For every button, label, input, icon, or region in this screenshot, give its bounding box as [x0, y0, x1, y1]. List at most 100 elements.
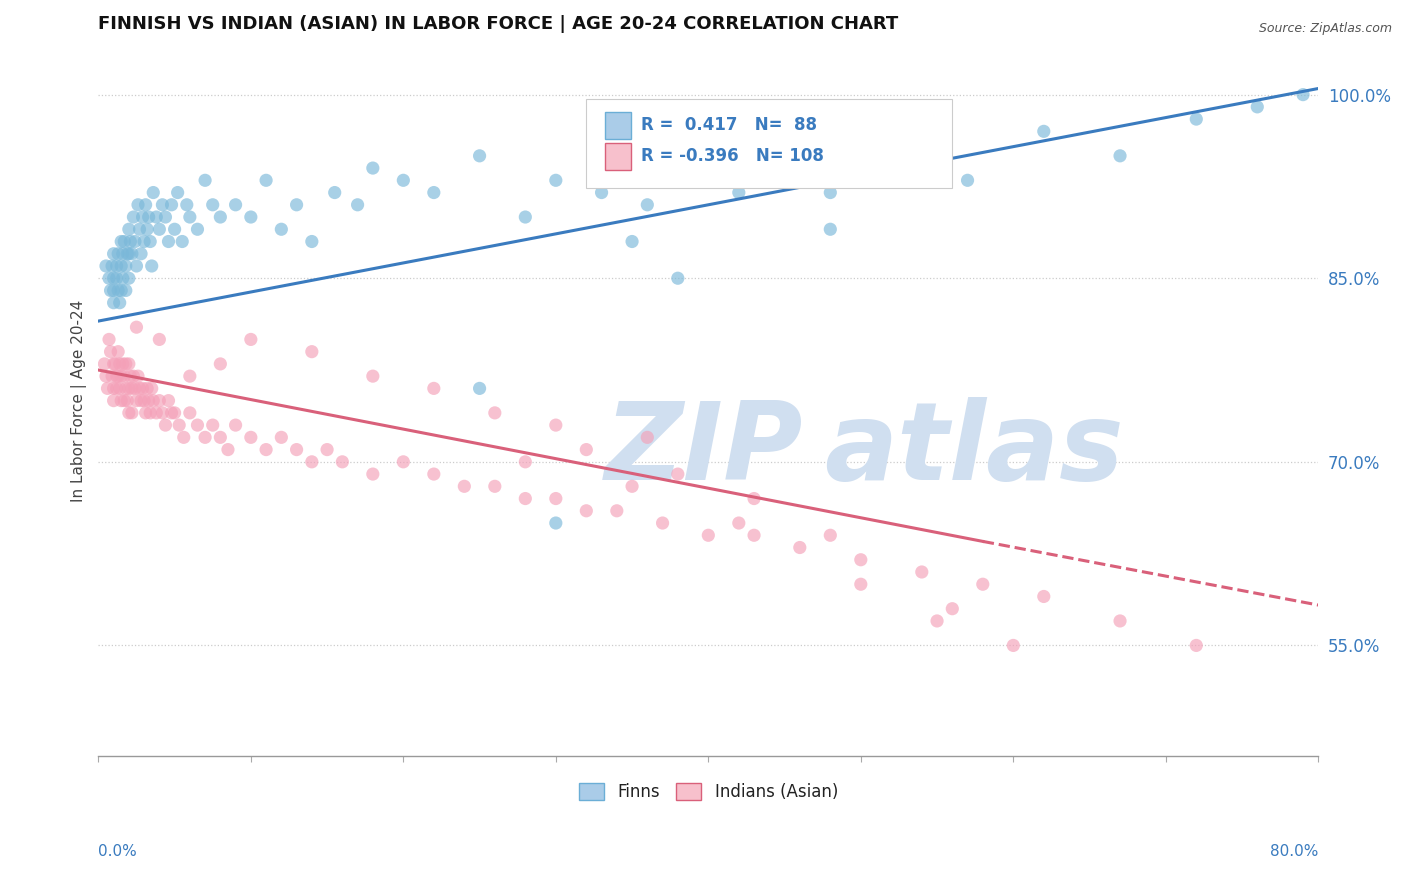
Point	[849, 577, 872, 591]
Point	[105, 271, 128, 285]
Point	[127, 198, 149, 212]
Point	[179, 369, 201, 384]
Point	[122, 369, 145, 384]
Point	[239, 210, 262, 224]
Point	[651, 516, 673, 530]
Point	[173, 430, 195, 444]
Point	[96, 381, 118, 395]
Point	[132, 235, 155, 249]
Point	[1032, 124, 1054, 138]
Point	[194, 173, 217, 187]
Point	[201, 418, 224, 433]
Point	[148, 333, 170, 347]
Point	[112, 235, 135, 249]
Point	[167, 418, 190, 433]
Point	[101, 369, 124, 384]
Text: ZIP: ZIP	[605, 397, 803, 503]
Point	[1292, 87, 1315, 102]
Text: R =  0.417   N=  88: R = 0.417 N= 88	[641, 116, 817, 134]
Point	[515, 491, 537, 506]
Point	[107, 344, 129, 359]
Point	[127, 369, 149, 384]
Point	[239, 333, 262, 347]
Point	[176, 198, 198, 212]
Point	[101, 259, 124, 273]
Y-axis label: In Labor Force | Age 20-24: In Labor Force | Age 20-24	[72, 300, 87, 502]
Point	[392, 173, 415, 187]
Point	[209, 210, 232, 224]
Point	[544, 491, 567, 506]
Point	[103, 284, 125, 298]
Point	[128, 381, 150, 395]
Point	[139, 406, 162, 420]
Point	[911, 565, 934, 579]
Point	[122, 210, 145, 224]
Point	[124, 381, 146, 395]
Point	[742, 491, 765, 506]
Point	[591, 186, 613, 200]
Point	[155, 210, 177, 224]
Point	[172, 235, 194, 249]
Point	[484, 479, 506, 493]
Point	[361, 369, 384, 384]
Point	[121, 406, 143, 420]
Point	[361, 467, 384, 481]
Point	[145, 210, 167, 224]
Point	[423, 467, 446, 481]
Point	[110, 235, 132, 249]
Point	[972, 577, 994, 591]
Point	[128, 222, 150, 236]
Point	[111, 246, 134, 260]
Point	[270, 430, 292, 444]
Point	[142, 393, 165, 408]
Point	[301, 344, 323, 359]
Point	[392, 455, 415, 469]
Point	[118, 357, 141, 371]
Point	[270, 222, 292, 236]
Point	[1109, 614, 1132, 628]
Point	[1109, 149, 1132, 163]
Point	[361, 161, 384, 175]
Point	[114, 357, 136, 371]
Point	[131, 210, 153, 224]
Point	[129, 246, 152, 260]
Point	[105, 381, 128, 395]
Point	[1002, 639, 1025, 653]
Point	[152, 198, 174, 212]
Point	[575, 504, 598, 518]
Point	[118, 406, 141, 420]
Point	[141, 259, 163, 273]
Point	[186, 418, 208, 433]
Point	[179, 210, 201, 224]
Point	[105, 369, 128, 384]
Point	[98, 333, 121, 347]
Point	[880, 136, 903, 151]
Point	[820, 222, 842, 236]
Point	[484, 406, 506, 420]
Point	[925, 614, 948, 628]
Text: Source: ZipAtlas.com: Source: ZipAtlas.com	[1258, 22, 1392, 36]
Bar	[605, 143, 631, 169]
Point	[107, 246, 129, 260]
Point	[301, 235, 323, 249]
Point	[104, 357, 127, 371]
Point	[121, 246, 143, 260]
Point	[636, 430, 658, 444]
Point	[209, 357, 232, 371]
Bar	[605, 112, 631, 139]
Point	[108, 357, 131, 371]
Point	[131, 381, 153, 395]
Point	[254, 173, 277, 187]
Point	[94, 259, 117, 273]
Point	[107, 369, 129, 384]
Point	[129, 393, 152, 408]
Point	[100, 344, 122, 359]
Text: 80.0%: 80.0%	[1270, 845, 1319, 859]
Point	[121, 381, 143, 395]
Point	[285, 442, 308, 457]
Point	[152, 406, 174, 420]
Point	[157, 393, 180, 408]
Point	[285, 198, 308, 212]
Point	[160, 406, 183, 420]
Point	[118, 222, 141, 236]
